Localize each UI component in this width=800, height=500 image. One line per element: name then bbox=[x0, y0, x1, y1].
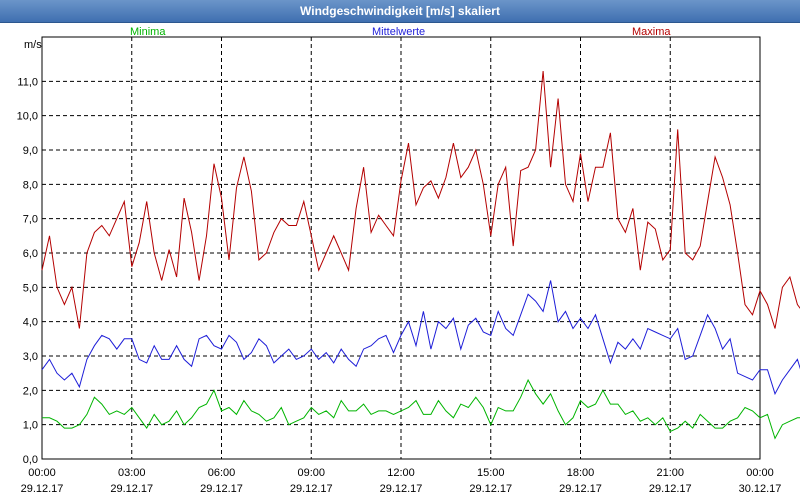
x-tick-time: 00:00 bbox=[746, 467, 774, 479]
x-tick-date: 29.12.17 bbox=[290, 483, 333, 495]
x-tick-date: 29.12.17 bbox=[21, 483, 64, 495]
series-line-maxima bbox=[41, 70, 800, 329]
y-tick-label: 11,0 bbox=[17, 76, 38, 88]
x-tick-time: 09:00 bbox=[297, 467, 325, 479]
y-tick-label: 9,0 bbox=[23, 145, 38, 157]
x-tick-date: 29.12.17 bbox=[559, 483, 602, 495]
y-tick-label: 3,0 bbox=[23, 351, 38, 363]
y-tick-label: 1,0 bbox=[23, 420, 38, 432]
y-tick-label: 10,0 bbox=[17, 111, 38, 123]
y-tick-label: 2,0 bbox=[23, 385, 38, 397]
x-tick-date: 29.12.17 bbox=[649, 483, 692, 495]
legend-maxima: Maxima bbox=[632, 26, 671, 38]
y-tick-label: 0,0 bbox=[23, 454, 38, 466]
y-tick-label: 6,0 bbox=[23, 248, 38, 260]
legend-minima: Minima bbox=[130, 26, 166, 38]
y-axis-ticks: 0,0 1,0 2,0 3,0 4,0 5,0 6,0 7,0 8,0 9,0 10,0 11,0 bbox=[17, 76, 38, 466]
x-tick-time: 00:00 bbox=[28, 467, 56, 479]
x-axis-ticks: 00:00 29.12.17 03:00 29.12.17 06:00 29.12.17 0… bbox=[21, 467, 782, 495]
x-tick-time: 18:00 bbox=[567, 467, 595, 479]
y-tick-label: 5,0 bbox=[23, 282, 38, 294]
series-layer bbox=[41, 70, 800, 440]
x-tick-time: 12:00 bbox=[387, 467, 415, 479]
window-title: Windgeschwindigkeit [m/s] skaliert bbox=[300, 4, 500, 18]
x-tick-time: 21:00 bbox=[656, 467, 684, 479]
y-tick-label: 7,0 bbox=[23, 214, 38, 226]
series-line-mittelwerte bbox=[41, 280, 800, 396]
x-tick-date: 29.12.17 bbox=[200, 483, 243, 495]
x-tick-date: 29.12.17 bbox=[469, 483, 512, 495]
y-axis-unit-label: m/s bbox=[24, 39, 42, 51]
legend-mittelwerte: Mittelwerte bbox=[372, 26, 426, 38]
title-bar: Windgeschwindigkeit [m/s] skaliert bbox=[0, 0, 800, 23]
x-tick-time: 03:00 bbox=[118, 467, 146, 479]
series-line-minima bbox=[42, 378, 800, 440]
chart-plot: 0,0 1,0 2,0 3,0 4,0 5,0 6,0 7,0 8,0 9,0 10,0 11,0 0… bbox=[17, 36, 800, 495]
x-tick-date: 29.12.17 bbox=[380, 483, 423, 495]
x-tick-date: 29.12.17 bbox=[110, 483, 153, 495]
x-tick-time: 15:00 bbox=[477, 467, 505, 479]
x-tick-date: 30.12.17 bbox=[739, 483, 782, 495]
y-tick-label: 4,0 bbox=[23, 317, 38, 329]
x-tick-time: 06:00 bbox=[208, 467, 236, 479]
y-tick-label: 8,0 bbox=[23, 179, 38, 191]
